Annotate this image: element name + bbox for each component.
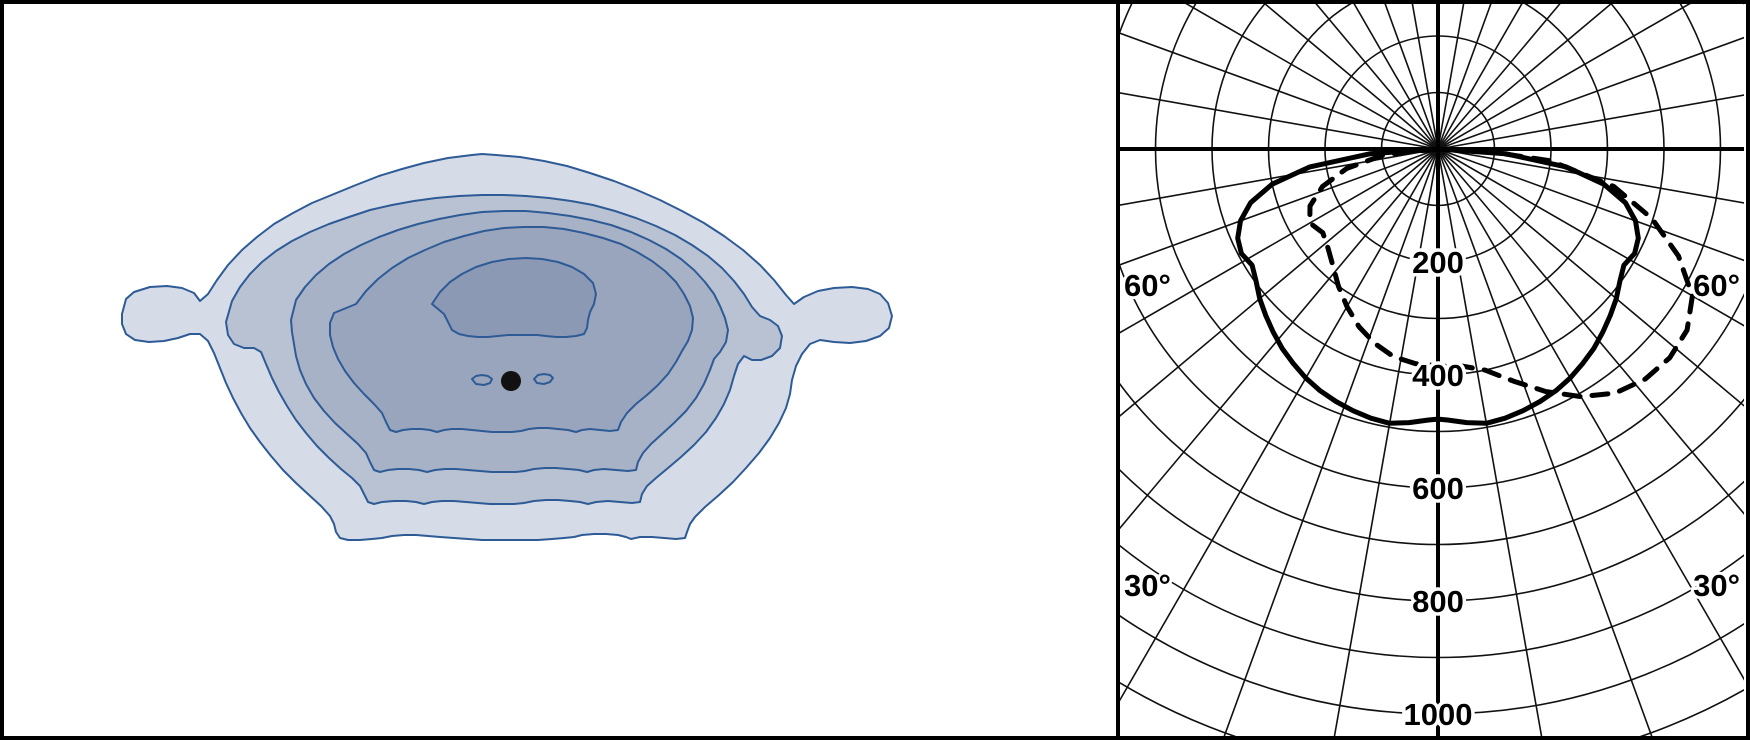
polar-spoke [1437,4,1613,150]
polar-spoke [1185,4,1439,150]
polar-ring [1120,544,1744,659]
polar-spoke [1437,148,1744,327]
polar-spoke [1411,4,1439,150]
polar-diagram-svg: 200 400 600 800 1000 60° 60° 30° 30° [1120,4,1744,736]
polar-spoke [1120,148,1439,334]
polar-spoke [1120,92,1439,150]
isolux-contour-panel [0,0,1118,740]
isolux-island-0 [471,374,493,386]
polar-angle-label-right: 60° [1693,268,1740,303]
polar-radial-label: 600 [1412,471,1464,506]
polar-spoke [1437,148,1744,515]
polar-spoke [1263,4,1439,150]
polar-spoke [1437,36,1744,150]
polar-spoke [1120,148,1439,266]
polar-spoke [1353,4,1439,150]
polar-spoke [1437,148,1543,736]
polar-angle-label-left: 60° [1124,268,1171,303]
polar-spoke [1120,148,1439,530]
polar-spoke [1437,4,1523,150]
c0-plane-curve [1235,146,1641,426]
polar-radial-label: 1000 [1404,697,1473,732]
polar-spoke [1437,4,1561,150]
polar-spoke [1223,148,1439,736]
isolux-contour-svg [121,153,893,541]
polar-spoke [1437,148,1653,736]
polar-spoke [1437,148,1744,681]
polar-spoke [1437,148,1744,262]
polar-spoke [1120,148,1439,206]
polar-spoke [1437,4,1492,150]
polar-diagram-panel: 200 400 600 800 1000 60° 60° 30° 30° [1118,0,1750,740]
polar-angle-label-left: 30° [1124,568,1171,603]
polar-radial-label: 200 [1412,245,1464,280]
polar-spoke [1437,94,1744,150]
polar-spoke [1333,148,1439,736]
polar-spoke [1120,148,1439,417]
polar-grid [1120,4,1744,736]
isolux-island-1 [533,373,554,385]
polar-spoke [1120,148,1439,702]
isolux-contour-band-4 [431,257,597,338]
c90-plane-curve [1307,146,1695,400]
polar-spoke [1315,4,1439,150]
polar-radial-label: 800 [1412,584,1464,619]
polar-spoke [1120,32,1439,150]
polar-spoke [1384,4,1439,150]
polar-radial-label: 400 [1412,358,1464,393]
polar-spoke [1437,4,1691,150]
polar-spoke [1437,148,1744,407]
polar-spoke [1437,4,1465,150]
polar-angle-label-right: 30° [1693,568,1740,603]
polar-spoke [1437,148,1744,204]
luminaire-position-marker [501,371,521,391]
